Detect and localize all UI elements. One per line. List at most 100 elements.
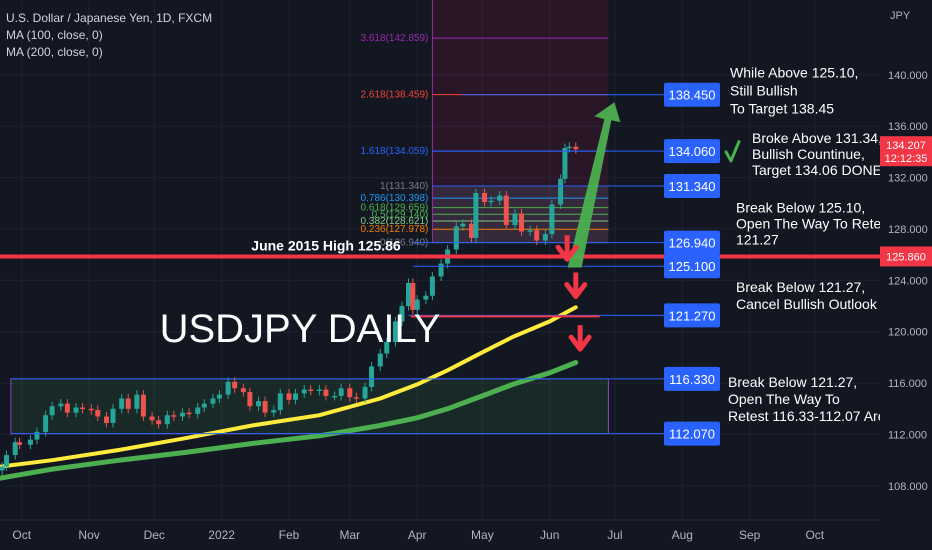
annotation-text: Break Below 121.27, Cancel Bullish Outloo… <box>736 279 878 312</box>
candle-body <box>410 282 416 310</box>
candle-body <box>573 146 579 150</box>
candle-body <box>12 442 18 456</box>
annotation-line: Break Below 121.27, <box>728 374 857 390</box>
candle-body <box>164 415 170 425</box>
price-level-box-label: 125.100 <box>669 259 716 274</box>
candle-body <box>518 213 524 232</box>
candle-body <box>405 282 411 307</box>
annotation-line: While Above 125.10, <box>730 64 858 80</box>
x-tick-label: Dec <box>144 528 165 542</box>
ma200-line <box>0 360 579 481</box>
candle-body <box>473 192 479 238</box>
check-icon <box>724 140 741 163</box>
bullish-arrow-icon <box>567 102 621 268</box>
candle-body <box>27 439 33 445</box>
candle-body <box>247 392 253 407</box>
x-tick-label: Aug <box>672 528 693 542</box>
annotation-line: Break Below 125.10, <box>736 199 865 215</box>
candle-body <box>423 295 429 300</box>
candle-body <box>512 213 518 226</box>
annotation-text: Broke Above 131.34, Bullish Countinue, Tar… <box>752 130 882 178</box>
candle-body <box>338 388 344 396</box>
candle-body <box>301 389 307 394</box>
candle-body <box>134 394 140 409</box>
y-tick-label: 116.000 <box>888 378 927 390</box>
annotation-line: Open The Way To <box>728 391 840 407</box>
candle-body <box>64 403 70 413</box>
candle-body <box>377 353 383 367</box>
y-tick-label: 124.000 <box>888 275 928 287</box>
candle-body <box>225 381 231 395</box>
candle-body <box>171 415 177 417</box>
down-arrow-icon <box>568 334 592 352</box>
x-tick-label: 2022 <box>208 528 235 542</box>
candle-body <box>332 395 338 398</box>
candle-body <box>103 416 109 423</box>
candle-body <box>562 148 568 179</box>
time-axis-background <box>0 520 932 550</box>
y-tick-label: 140.000 <box>888 70 928 82</box>
y-tick-label: 136.000 <box>888 121 928 133</box>
x-tick-label: May <box>471 528 494 542</box>
symbol-title: U.S. Dollar / Japanese Yen, 1D, FXCM <box>6 11 213 25</box>
price-level-box <box>664 174 720 199</box>
candle-body <box>414 299 420 310</box>
price-level-box <box>664 421 720 446</box>
candle-body <box>392 321 398 342</box>
june-2015-high-label: June 2015 High 125.86 <box>251 237 401 253</box>
candle-body <box>308 389 314 392</box>
fib-level-label: 0(126.940) <box>380 238 428 249</box>
fib-level-label: 0.5(129.140) <box>372 209 429 220</box>
candle-body <box>323 389 329 396</box>
candle-body <box>80 407 86 410</box>
candle-body <box>384 341 390 354</box>
candle-body <box>262 401 268 413</box>
x-tick-label: Oct <box>12 528 31 542</box>
price-level-box <box>664 254 720 279</box>
candle-body <box>558 178 564 205</box>
candle-body <box>119 398 125 409</box>
price-level-box <box>664 366 720 391</box>
candle-body <box>0 466 5 471</box>
x-tick-label: Feb <box>279 528 300 542</box>
candle-body <box>503 195 509 226</box>
candle-body <box>277 393 283 411</box>
candle-body <box>110 408 116 423</box>
fib-level-label: 3.618(142.859) <box>361 33 429 44</box>
candle-body <box>195 407 201 414</box>
candle-body <box>369 366 375 387</box>
current-price-label: 134.207 <box>886 140 926 152</box>
x-tick-label: Oct <box>805 528 824 542</box>
annotation-line: Still Bullish <box>730 82 798 98</box>
x-tick-label: Jul <box>607 528 622 542</box>
candle-body <box>469 223 475 238</box>
annotation-line: Broke Above 131.34, <box>752 130 882 146</box>
candle-body <box>240 388 246 393</box>
candle-body <box>17 442 23 445</box>
annotation-line: Open The Way To Retest <box>736 215 892 231</box>
price-level-box-label: 126.940 <box>669 236 716 251</box>
fib-level-label: 0.382(128.621) <box>361 216 429 227</box>
x-tick-label: Nov <box>78 528 99 542</box>
down-arrow-icon <box>555 244 579 262</box>
annotation-line: To Target 138.45 <box>730 100 834 116</box>
fib-level-label: 0.236(127.978) <box>361 224 429 235</box>
fib-level-label: 0.618(129.659) <box>361 203 429 214</box>
consolidation-zone <box>10 378 609 435</box>
currency-label: JPY <box>890 10 911 22</box>
price-level-box <box>664 139 720 164</box>
down-arrow-icon <box>564 281 588 299</box>
ma100-line <box>0 305 578 469</box>
candle-body <box>429 276 435 296</box>
annotation-text: While Above 125.10, Still Bullish To Targe… <box>730 64 858 116</box>
candle-body <box>180 412 186 417</box>
price-level-box-label: 121.270 <box>669 308 716 323</box>
fib-zone <box>432 0 609 243</box>
candle-body <box>49 406 55 416</box>
price-level-box <box>664 82 720 107</box>
candle-body <box>256 401 262 407</box>
candle-body <box>482 192 488 202</box>
y-tick-label: 112.000 <box>888 429 927 441</box>
candle-body <box>347 388 353 398</box>
